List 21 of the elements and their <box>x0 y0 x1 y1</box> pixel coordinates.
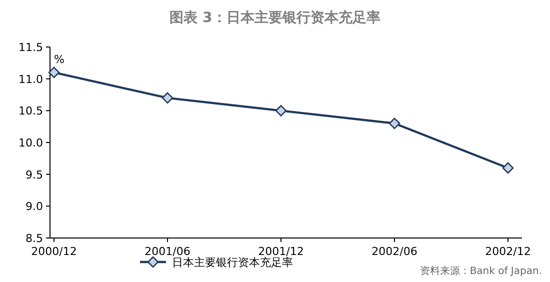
chart-title: 图表 3：日本主要银行资本充足率 <box>170 9 380 26</box>
x-tick-label: 2001/06 <box>144 245 190 258</box>
x-tick-label: 2002/06 <box>372 245 418 258</box>
y-axis-title: % <box>54 53 64 66</box>
point <box>502 162 514 174</box>
y-tick-label: 11.5 <box>18 41 43 54</box>
point <box>275 105 287 116</box>
y-tick-label: 9.5 <box>26 168 43 182</box>
y-tick-label: 9.0 <box>26 200 43 214</box>
x-tick-label: 2000/12 <box>31 245 77 258</box>
x-tick-label: 2002/12 <box>485 245 531 258</box>
y-tick-label: 10.5 <box>18 104 43 118</box>
x-tick-label: 2001/12 <box>258 245 304 258</box>
y-tick-label: 8.5 <box>26 232 43 245</box>
point <box>388 118 400 130</box>
legend-label: 日本主要银行资本充足率 <box>172 256 293 269</box>
y-tick-label: 11.0 <box>18 72 43 86</box>
point <box>162 92 174 104</box>
y-tick-label: 10.0 <box>18 136 43 150</box>
text: 资料来源：Bank of Japan. <box>420 265 542 277</box>
point <box>48 66 60 78</box>
